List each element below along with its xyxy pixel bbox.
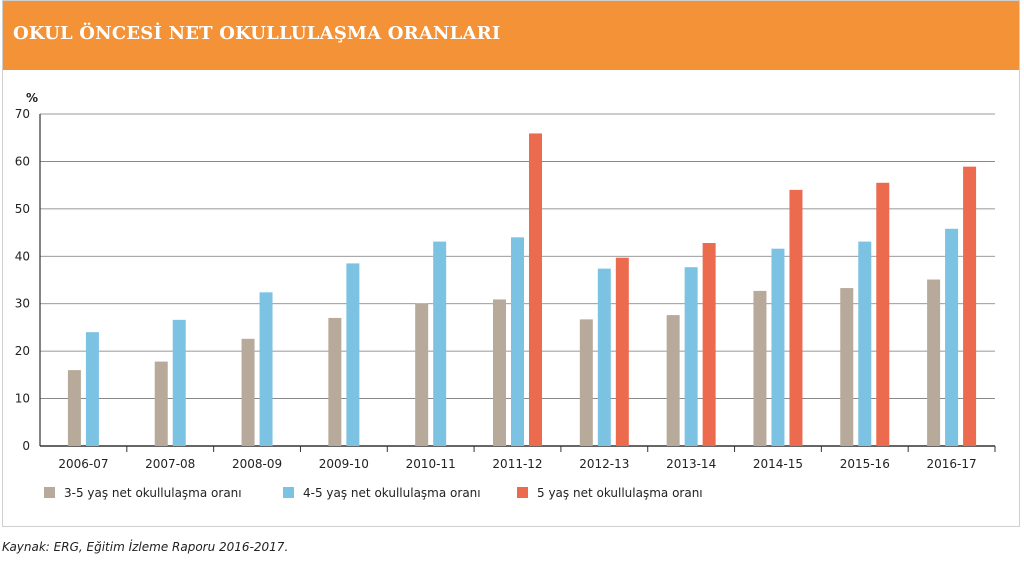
x-tick-label: 2008-09 <box>232 457 282 471</box>
y-tick-label: 20 <box>15 344 30 358</box>
bar-1-2011-12 <box>493 299 506 446</box>
legend-swatch-1 <box>44 487 55 498</box>
y-tick-label: 0 <box>22 439 30 453</box>
bar-1-2007-08 <box>154 361 168 446</box>
bar-2-2009-10 <box>346 263 360 446</box>
bar-2-2007-08 <box>172 319 186 446</box>
bar-2-2011-12 <box>511 237 524 446</box>
bar-3-2012-13 <box>615 257 629 446</box>
x-tick-label: 2009-10 <box>319 457 369 471</box>
x-tick-label: 2011-12 <box>492 457 542 471</box>
bar-2-2006-07 <box>85 332 99 446</box>
bar-2-2014-15 <box>771 248 785 446</box>
x-tick-label: 2013-14 <box>666 457 716 471</box>
bar-3-2013-14 <box>702 243 716 446</box>
x-tick-label: 2007-08 <box>145 457 195 471</box>
y-tick-label: 50 <box>15 202 30 216</box>
source-note: Kaynak: ERG, Eğitim İzleme Raporu 2016-2… <box>2 540 289 554</box>
bar-2-2008-09 <box>259 292 273 446</box>
x-tick-label: 2015-16 <box>840 457 890 471</box>
bar-3-2015-16 <box>876 182 890 446</box>
x-tick-label: 2006-07 <box>58 457 108 471</box>
bar-1-2008-09 <box>241 338 255 446</box>
bar-2-2013-14 <box>684 267 698 446</box>
chart-header: OKUL ÖNCESİ NET OKULLULAŞMA ORANLARI <box>3 1 1019 70</box>
x-tick-label: 2014-15 <box>753 457 803 471</box>
bar-1-2010-11 <box>415 303 429 446</box>
bar-2-2016-17 <box>945 228 959 446</box>
legend-swatch-2 <box>283 487 294 498</box>
x-tick-label: 2012-13 <box>579 457 629 471</box>
bar-3-2011-12 <box>529 133 542 446</box>
bar-2-2015-16 <box>858 241 872 446</box>
legend-label-3: 5 yaş net okullulaşma oranı <box>537 486 703 500</box>
x-tick-label: 2010-11 <box>406 457 456 471</box>
bar-3-2014-15 <box>789 189 803 446</box>
bar-2-2010-11 <box>433 241 447 446</box>
y-tick-label: 60 <box>15 154 30 168</box>
bar-3-2016-17 <box>963 166 977 446</box>
legend-swatch-3 <box>517 487 528 498</box>
bar-1-2013-14 <box>666 315 680 446</box>
legend-label-1: 3-5 yaş net okullulaşma oranı <box>64 486 242 500</box>
bar-1-2014-15 <box>753 290 767 446</box>
y-tick-label: 40 <box>15 249 30 263</box>
y-tick-label: 10 <box>15 392 30 406</box>
bar-1-2015-16 <box>840 288 854 446</box>
bar-1-2016-17 <box>927 279 941 446</box>
bar-1-2009-10 <box>328 317 342 446</box>
bar-1-2012-13 <box>579 319 593 446</box>
chart-title: OKUL ÖNCESİ NET OKULLULAŞMA ORANLARI <box>13 23 501 44</box>
y-tick-label: 70 <box>15 107 30 121</box>
bar-2-2012-13 <box>597 268 611 446</box>
x-tick-label: 2016-17 <box>927 457 977 471</box>
y-tick-label: 30 <box>15 297 30 311</box>
legend-label-2: 4-5 yaş net okullulaşma oranı <box>303 486 481 500</box>
y-axis-unit-label: % <box>26 91 38 105</box>
bar-1-2006-07 <box>67 370 81 446</box>
